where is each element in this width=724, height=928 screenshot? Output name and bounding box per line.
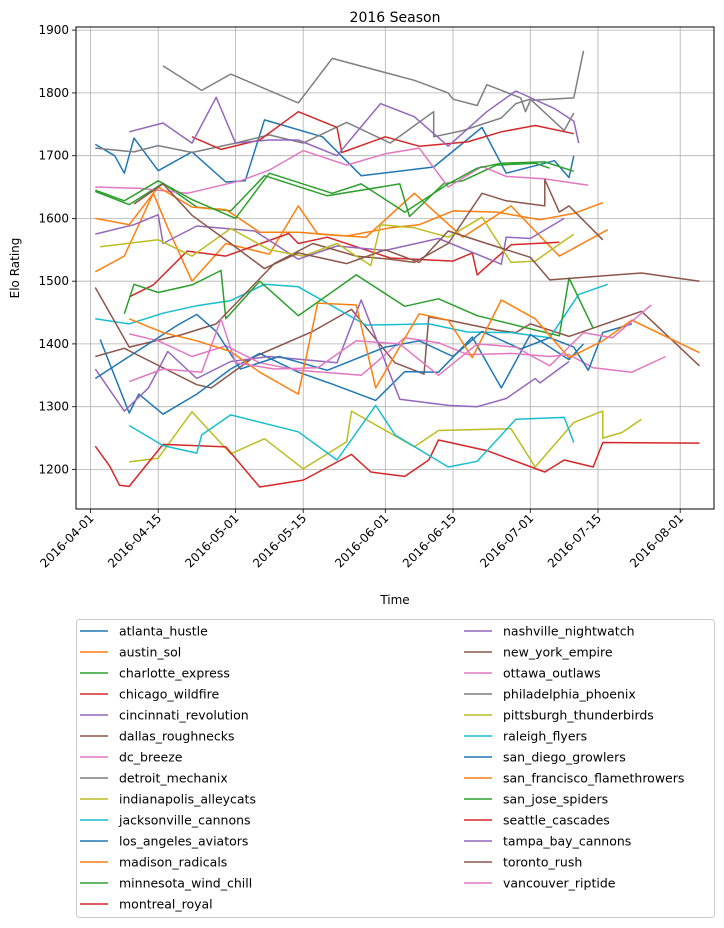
legend-label: montreal_royal (119, 897, 213, 912)
y-tick-label: 1900 (38, 23, 69, 37)
legend-label: minnesota_wind_chill (119, 876, 252, 891)
legend-label: toronto_rush (503, 855, 582, 870)
series-line-toronto-rush (133, 183, 700, 282)
legend-label: jacksonville_cannons (118, 813, 251, 828)
chart-title: 2016 Season (350, 10, 441, 26)
legend-label: tampa_bay_cannons (503, 834, 631, 849)
legend-label: san_francisco_flamethrowers (503, 771, 684, 786)
legend-label: los_angeles_aviators (119, 834, 248, 849)
legend-label: vancouver_riptide (503, 876, 616, 891)
series-line-new-york-empire (94, 178, 604, 348)
legend-label: philadelphia_phoenix (503, 687, 636, 702)
y-tick-label: 1500 (38, 274, 69, 288)
legend-label: dc_breeze (119, 750, 183, 765)
series-line-madison-radicals (95, 186, 604, 237)
legend-label: ottawa_outlaws (503, 666, 601, 681)
series-line-san-francisco-flamethrowers (128, 299, 700, 395)
series-line-nashville-nightwatch (94, 299, 570, 412)
plot-series-lines (94, 50, 701, 488)
y-tick-label: 1800 (38, 86, 69, 100)
series-line-vancouver-riptide (128, 304, 652, 383)
series-line-raleigh-flyers (128, 404, 575, 468)
legend: atlanta_hustle austin_sol charlotte_expres… (76, 619, 715, 918)
legend-label: nashville_nightwatch (503, 624, 635, 639)
y-axis-ticks: 1200 1300 1400 1500 1600 1700 1800 1900 (38, 23, 76, 477)
series-line-philadelphia-phoenix (162, 50, 585, 113)
series-line-austin-sol (94, 192, 609, 282)
legend-label: dallas_roughnecks (119, 729, 235, 744)
series-line-montreal-royal (94, 439, 700, 488)
plot-frame (75, 26, 715, 510)
legend-label: atlanta_hustle (119, 624, 208, 639)
series-line-cincinnati-revolution (95, 213, 565, 265)
y-tick-label: 1200 (38, 463, 69, 477)
y-tick-label: 1300 (38, 400, 69, 414)
plot-grid (76, 27, 714, 509)
legend-label: austin_sol (119, 645, 181, 660)
y-axis-label: Elo Rating (8, 238, 22, 299)
legend-label: detroit_mechanix (119, 771, 228, 786)
x-axis-label: Time (379, 593, 409, 607)
y-tick-label: 1400 (38, 337, 69, 351)
legend-label: cincinnati_revolution (119, 708, 249, 723)
y-tick-label: 1600 (38, 211, 69, 225)
series-line-chicago-wildfire (128, 232, 560, 298)
series-line-los-angeles-aviators (99, 333, 585, 415)
series-line-jacksonville-cannons (95, 283, 608, 339)
legend-label: madison_radicals (119, 855, 227, 870)
y-tick-label: 1700 (38, 149, 69, 163)
series-line-minnesota-wind-chill (123, 269, 594, 337)
legend-label: san_jose_spiders (503, 792, 608, 807)
series-line-atlanta-hustle (94, 119, 575, 183)
legend-label: raleigh_flyers (503, 729, 587, 744)
legend-label: pittsburgh_thunderbirds (503, 708, 654, 723)
legend-label: indianapolis_alleycats (119, 792, 256, 807)
legend-frame (76, 619, 715, 918)
legend-label: chicago_wildfire (119, 687, 219, 702)
legend-label: seattle_cascades (503, 813, 610, 828)
series-line-detroit-mechanix (95, 98, 575, 154)
series-line-dc-breeze (95, 147, 589, 195)
legend-label: new_york_empire (503, 645, 613, 660)
legend-label: san_diego_growlers (503, 750, 626, 765)
legend-label: charlotte_express (119, 666, 230, 681)
series-line-tampa-bay-cannons (129, 90, 580, 157)
